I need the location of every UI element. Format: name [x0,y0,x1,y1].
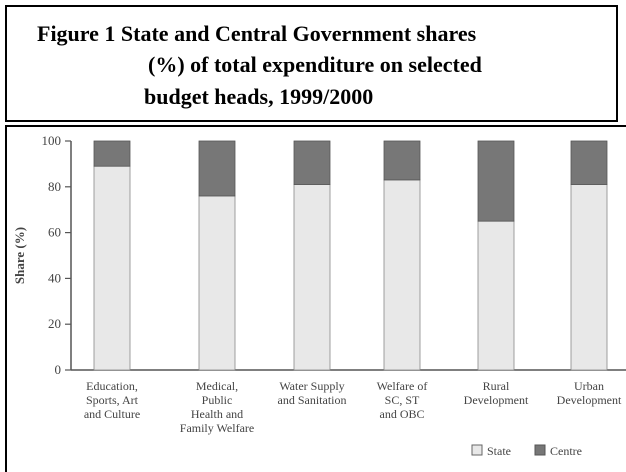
bar-centre-1 [198,140,236,197]
legend-swatch-state [471,444,483,456]
bar-state-4 [477,220,515,371]
bar-state-3 [383,179,421,371]
bar-state-2 [293,184,331,371]
bar-centre-2 [293,140,331,185]
bar-state-0 [93,165,131,371]
legend-swatch-centre [534,444,546,456]
bar-centre-5 [570,140,608,185]
x-tick-label-5: Urban Development [557,379,622,407]
y-axis-label: Share (%) [12,227,27,284]
x-tick-label-2: Water Supply and Sanitation [278,379,347,407]
stacked-bar-chart: 0 20 40 60 80 100 Share (%) Education, Sports, A… [12,133,626,458]
chart-frame: 0 20 40 60 80 100 Share (%) Education, Sports, A… [5,125,626,472]
y-tick-label-40: 40 [48,270,61,285]
legend-label-state: State [487,444,511,458]
legend-label-centre: Centre [550,444,582,458]
bar-centre-0 [93,140,131,167]
y-tick-label-80: 80 [48,179,61,194]
y-tick-label-100: 100 [42,133,62,148]
y-tick-label-60: 60 [48,225,61,240]
figure-title-line-2: (%) of total expenditure on selected [148,52,482,77]
x-tick-label-3: Welfare of SC, ST and OBC [377,379,428,421]
figure-title-box: Figure 1 State and Central Government sh… [5,5,618,122]
bar-centre-3 [383,140,421,181]
bar-centre-4 [477,140,515,222]
bar-state-1 [198,195,236,371]
bar-state-5 [570,184,608,371]
y-tick-label-20: 20 [48,316,61,331]
figure-title-line-3: budget heads, 1999/2000 [144,84,374,109]
x-tick-label-4: Rural Development [464,379,529,407]
x-tick-label-1: Medical, Public Health and Family Welfare [180,379,254,435]
y-tick-label-0: 0 [55,362,62,377]
figure-title-line-1: Figure 1 State and Central Government sh… [37,21,477,46]
x-tick-label-0: Education, Sports, Art and Culture [84,379,140,421]
